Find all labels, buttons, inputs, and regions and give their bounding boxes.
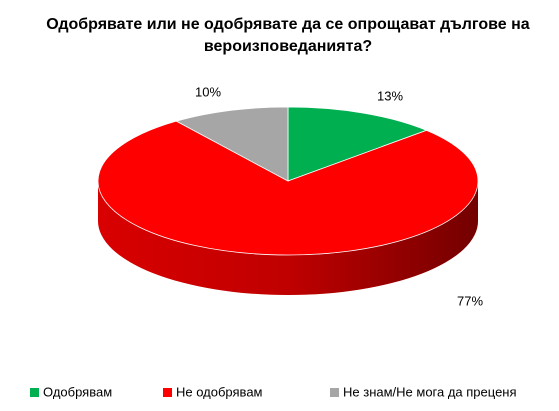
legend-swatch — [30, 388, 39, 397]
slice — [97, 120, 479, 256]
slice-side-shade — [98, 181, 478, 295]
data-label: 13% — [377, 88, 403, 103]
slice — [287, 106, 428, 182]
slice — [175, 106, 289, 182]
legend-swatch — [330, 388, 339, 397]
legend-label: Не знам/Не мога да преценя — [343, 384, 517, 399]
data-label: 77% — [457, 293, 483, 308]
legend-swatch — [163, 388, 172, 397]
legend-label: Одобрявам — [43, 384, 112, 399]
chart-title: Одобрявате или не одобрявате да се опрощ… — [46, 16, 530, 55]
legend-label: Не одобрявам — [176, 384, 263, 399]
data-label: 10% — [195, 84, 221, 99]
